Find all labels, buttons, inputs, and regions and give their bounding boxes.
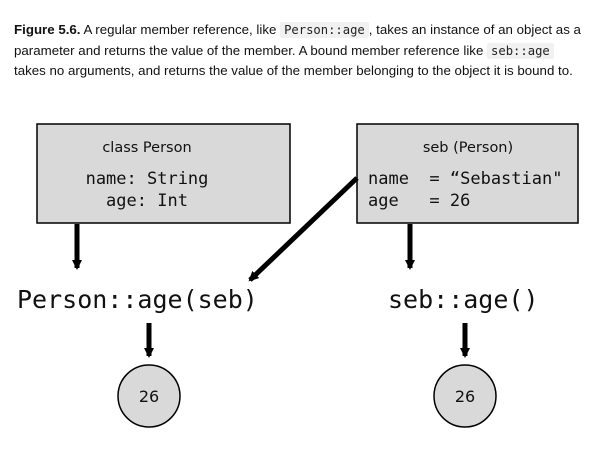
instance-to-argument-arrow <box>248 176 359 282</box>
inline-code-seb-age: seb::age <box>487 42 554 59</box>
right-result-circle <box>433 364 497 428</box>
seb-instance-box: seb (Person) name = “Sebastian" age = 26 <box>356 123 579 224</box>
class-person-title: class Person <box>102 140 191 156</box>
right-result-node: 26 <box>433 364 497 428</box>
class-person-age-field: age: Int <box>106 191 188 211</box>
left-result-node: 26 <box>117 364 181 428</box>
left-result-circle <box>117 364 181 428</box>
person-age-seb-expression: Person::age(seb) <box>17 285 258 314</box>
figure-label: Figure 5.6. <box>14 22 81 37</box>
caption-text-2: , takes an instance of an object as a pa… <box>14 22 581 58</box>
caption-text-1: A regular member reference, like <box>80 22 281 37</box>
seb-instance-age-value: age = 26 <box>368 191 470 211</box>
right-result-value: 26 <box>455 387 475 406</box>
class-person-box-rect <box>36 123 291 224</box>
seb-instance-name-value: name = “Sebastian" <box>368 169 562 189</box>
left-result-value: 26 <box>139 387 159 406</box>
caption-text-3: takes no arguments, and returns the valu… <box>14 63 573 78</box>
seb-instance-box-rect <box>356 123 579 224</box>
class-person-name-field: name: String <box>86 169 209 189</box>
class-person-box: class Person name: String age: Int <box>36 123 291 224</box>
figure-caption: Figure 5.6. A regular member reference, … <box>14 20 589 82</box>
inline-code-person-age: Person::age <box>280 22 369 38</box>
seb-instance-title: seb (Person) <box>423 140 513 156</box>
seb-age-expression: seb::age() <box>388 285 539 314</box>
